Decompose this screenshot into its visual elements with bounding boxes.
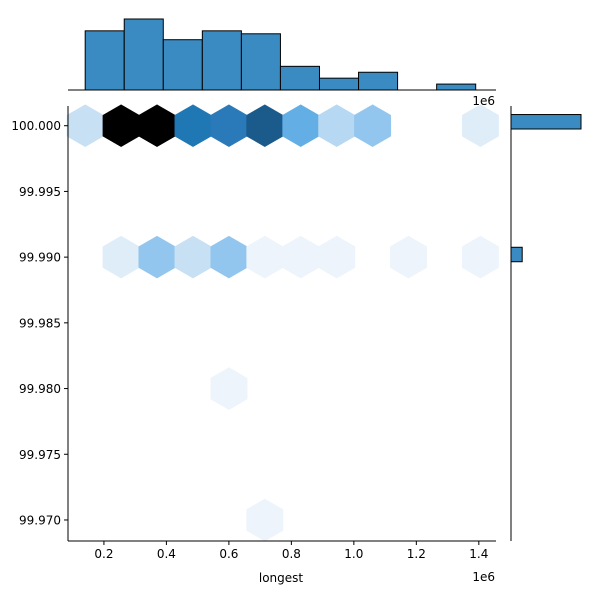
hexbin-0	[66, 104, 104, 147]
right-hist-bar-1	[510, 246, 523, 263]
hexbin-12	[174, 235, 212, 279]
hexbin-19	[210, 367, 248, 410]
hexbin-5	[246, 104, 284, 147]
x-tick-label-3: 0.8	[282, 547, 301, 561]
axes: 0.2 0.4 0.6 0.8 1.0 1.2 1.4 100.000 99.995 99.990…	[11, 106, 496, 561]
hexbin-7	[318, 104, 356, 147]
y-tick-label-1: 99.995	[19, 185, 61, 199]
hexbin-13	[210, 235, 248, 279]
hexbin-6	[282, 104, 320, 147]
x-tick-label-2: 0.6	[219, 547, 238, 561]
hexbin-3	[174, 104, 212, 147]
y-tick-label-6: 99.970	[19, 513, 61, 527]
top-hist-bar-9	[436, 83, 477, 91]
right-marginal-histogram	[510, 106, 582, 541]
x-tick-label-5: 1.2	[407, 547, 426, 561]
x-tick-label-6: 1.4	[469, 547, 488, 561]
hexbin-11	[138, 235, 176, 279]
x-tick-label-4: 1.0	[344, 547, 363, 561]
top-marginal-offset-label: 1e6	[472, 94, 495, 108]
hexbin-2	[138, 104, 176, 147]
hexbin-15	[282, 235, 320, 279]
top-hist-bar-3	[201, 30, 242, 91]
hexbin-17	[390, 235, 427, 279]
hexbin-18	[461, 235, 499, 279]
top-hist-bar-2	[162, 39, 203, 91]
hexbin-14	[246, 235, 284, 279]
x-offset-label: 1e6	[472, 570, 495, 584]
top-hist-bar-1	[123, 18, 164, 91]
y-tick-label-3: 99.985	[19, 316, 61, 330]
x-tick-label-1: 0.4	[157, 547, 176, 561]
top-hist-bar-0	[84, 30, 125, 91]
hexbin-20	[246, 498, 284, 542]
right-hist-bar-0	[510, 114, 582, 130]
y-tick-label-5: 99.975	[19, 448, 61, 462]
hexbin-1	[102, 104, 140, 147]
top-hist-bar-6	[318, 77, 360, 91]
hexbin-4	[210, 104, 248, 147]
top-hist-bar-4	[240, 33, 281, 91]
x-axis-label: longest	[259, 571, 304, 585]
y-tick-label-2: 99.990	[19, 251, 61, 265]
y-tick-label-4: 99.980	[19, 382, 61, 396]
hexbin-10	[102, 235, 140, 279]
top-marginal-histogram	[68, 18, 496, 91]
y-tick-label-0: 100.000	[11, 119, 61, 133]
top-hist-bar-5	[279, 65, 320, 91]
top-hist-bar-7	[358, 71, 399, 91]
hexbin-8	[354, 104, 392, 147]
x-tick-label-0: 0.2	[94, 547, 113, 561]
hexbin-16	[318, 235, 356, 279]
hexbin-layer	[66, 104, 499, 542]
hexbin-9	[461, 104, 499, 147]
